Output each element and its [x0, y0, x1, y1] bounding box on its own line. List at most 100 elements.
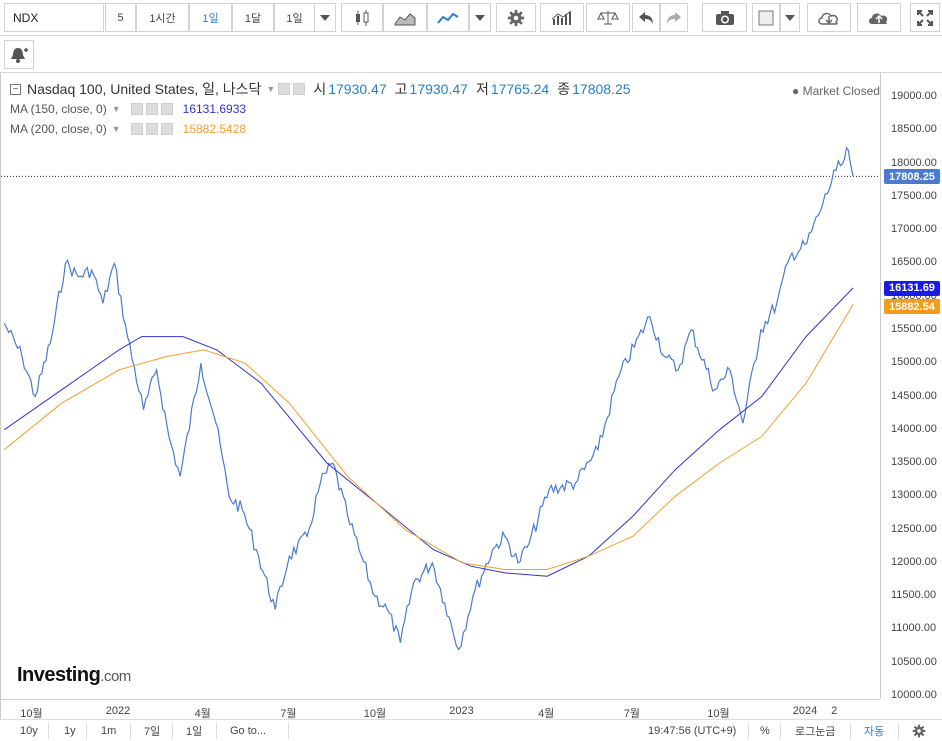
gear-icon[interactable] — [496, 3, 536, 32]
y-tick-label: 16500.00 — [891, 256, 937, 269]
high-label: 고 — [394, 81, 408, 97]
y-tick-label: 18000.00 — [891, 156, 937, 169]
x-tick-label: 4월 — [538, 708, 555, 720]
chevron-down-icon[interactable]: ▼ — [266, 84, 276, 94]
y-tick-label: 10000.00 — [891, 689, 937, 701]
y-tick-label: 19000.00 — [891, 90, 937, 102]
clock-text: 19:47:56 (UTC+9) — [648, 725, 737, 737]
close-icon[interactable] — [160, 103, 173, 115]
fullscreen-icon[interactable] — [910, 3, 940, 32]
range-1y[interactable]: 1y — [64, 725, 76, 737]
low-label: 저 — [475, 81, 489, 97]
add-alert-icon[interactable] — [4, 40, 34, 69]
market-status: ● Market Closed — [792, 84, 880, 98]
x-tick-label: 2024 — [792, 705, 818, 717]
visibility-icon[interactable] — [130, 123, 143, 135]
price-tag: 16131.69 — [884, 280, 940, 296]
close-icon[interactable] — [160, 123, 173, 135]
auto-scale-toggle[interactable]: 자동 — [864, 726, 885, 738]
collapse-legend-icon[interactable]: − — [10, 83, 21, 95]
range-10y[interactable]: 10y — [20, 725, 38, 737]
chevron-down-icon[interactable]: ▼ — [111, 124, 121, 134]
cloud-download-icon[interactable] — [807, 3, 851, 32]
ma150-label: MA (150, close, 0) — [10, 102, 107, 116]
range-1m[interactable]: 1m — [101, 725, 117, 737]
x-tick-label: 2023 — [449, 705, 474, 717]
x-tick-label: 4월 — [194, 708, 211, 720]
y-tick-label: 14500.00 — [891, 389, 937, 402]
price-tag: 15882.54 — [884, 299, 940, 315]
interval-dropdown-icon[interactable] — [314, 3, 336, 32]
y-tick-label: 15000.00 — [891, 356, 937, 369]
redo-icon[interactable] — [660, 3, 688, 32]
y-tick-label: 13500.00 — [891, 456, 937, 469]
scale-icon[interactable] — [586, 3, 630, 32]
ma150-value: 16131.6933 — [182, 102, 247, 116]
chart-legend: − Nasdaq 100, United States, 일, 나스닥 ▼ 시 … — [10, 79, 631, 139]
chart-pane[interactable] — [0, 73, 942, 719]
symbol-input[interactable]: NDX — [4, 3, 104, 32]
percent-toggle[interactable]: % — [760, 725, 770, 737]
bottom-bar: 10y 1y 1m 7일 1일 Go to... 19:47:56 (UTC+9… — [0, 719, 942, 741]
close-value: 17808.25 — [572, 81, 631, 97]
settings-icon[interactable] — [145, 103, 158, 115]
chart-type-dropdown-icon[interactable] — [469, 3, 491, 32]
chevron-down-icon[interactable]: ▼ — [111, 104, 121, 114]
visibility-icon[interactable] — [278, 83, 291, 95]
indicators-icon[interactable] — [540, 3, 584, 32]
instrument-title: Nasdaq 100, United States, 일, 나스닥 — [27, 81, 262, 97]
y-tick-label: 14000.00 — [891, 422, 937, 435]
logo-suffix: .com — [100, 668, 131, 685]
top-toolbar: NDX 5 1시간 1일 1달 1일 — [0, 0, 942, 36]
interval-custom[interactable]: 1일 — [274, 3, 315, 32]
investing-logo: Investing.com — [17, 664, 131, 687]
ma200-label: MA (200, close, 0) — [10, 122, 107, 136]
goto-button[interactable]: Go to... — [230, 725, 267, 737]
color-dropdown-icon[interactable] — [780, 3, 800, 32]
price-line — [3, 146, 854, 651]
y-tick-label: 11000.00 — [891, 622, 937, 635]
x-tick-label: 10월 — [363, 708, 387, 720]
visibility-icon[interactable] — [130, 103, 143, 115]
x-tick-label: 7월 — [623, 708, 640, 720]
ma150-line — [3, 287, 854, 577]
open-value: 17930.47 — [328, 81, 387, 97]
settings-icon[interactable] — [145, 123, 158, 135]
y-tick-label: 13000.00 — [891, 489, 937, 502]
y-tick-label: 15500.00 — [891, 322, 937, 335]
range-7d[interactable]: 7일 — [144, 726, 161, 738]
candlestick-icon[interactable] — [341, 3, 383, 32]
y-tick-label: 11500.00 — [891, 589, 937, 602]
price-tag: 17808.25 — [884, 169, 940, 185]
market-status-text: Market Closed — [802, 84, 880, 98]
time-axis[interactable] — [0, 699, 880, 719]
line-chart-icon[interactable] — [427, 3, 469, 32]
undo-icon[interactable] — [632, 3, 660, 32]
area-chart-icon[interactable] — [383, 3, 427, 32]
x-tick-label: 2022 — [105, 705, 131, 717]
interval-1d[interactable]: 1일 — [189, 3, 232, 32]
secondary-toolbar — [0, 37, 942, 73]
range-1d[interactable]: 1일 — [186, 726, 203, 738]
camera-icon[interactable] — [702, 3, 747, 32]
color-square-icon[interactable] — [752, 3, 780, 32]
gear-icon[interactable] — [912, 723, 926, 739]
y-tick-label: 10500.00 — [891, 655, 937, 668]
interval-5[interactable]: 5 — [105, 3, 136, 32]
y-tick-label: 17000.00 — [891, 223, 937, 236]
settings-icon[interactable] — [293, 83, 306, 95]
interval-1mo[interactable]: 1달 — [232, 3, 274, 32]
price-axis[interactable] — [880, 73, 942, 699]
x-tick-label: 10월 — [707, 708, 730, 720]
high-value: 17930.47 — [409, 81, 468, 97]
close-label: 종 — [557, 81, 571, 97]
price-chart — [1, 146, 881, 651]
interval-1h[interactable]: 1시간 — [136, 3, 189, 32]
log-scale-toggle[interactable]: 로그눈금 — [795, 726, 836, 738]
y-tick-label: 17500.00 — [891, 189, 937, 202]
y-tick-label: 12000.00 — [891, 555, 937, 568]
x-tick-label: 2 — [831, 705, 838, 717]
ma200-line — [3, 304, 854, 570]
cloud-upload-icon[interactable] — [857, 3, 901, 32]
